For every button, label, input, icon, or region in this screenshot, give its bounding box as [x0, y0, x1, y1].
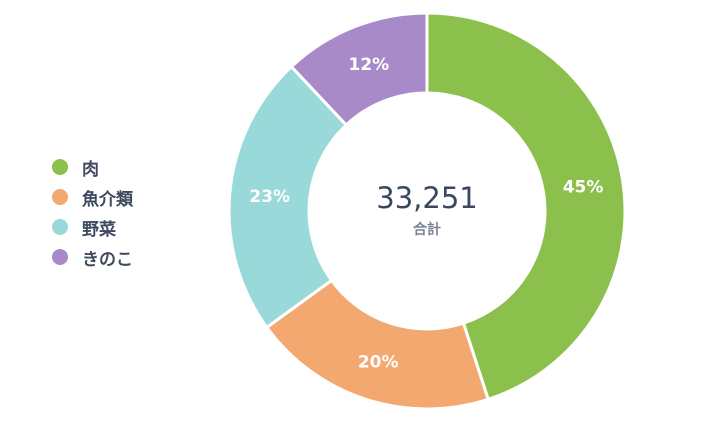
slice-seafood-percent-label: 20%	[358, 352, 399, 372]
legend-swatch	[52, 189, 68, 205]
legend-item-vegetables[interactable]: 野菜	[52, 212, 133, 242]
slice-meat-percent-label: 45%	[563, 177, 604, 197]
slice-seafood[interactable]	[264, 278, 491, 411]
slice-mushrooms[interactable]	[289, 11, 429, 128]
legend-label: 肉	[82, 159, 99, 180]
donut-slices	[227, 11, 627, 411]
slice-vegetables[interactable]	[227, 64, 349, 330]
legend-item-meat[interactable]: 肉	[52, 152, 133, 182]
legend-label: きのこ	[82, 249, 133, 270]
slice-meat[interactable]	[425, 11, 627, 402]
legend-swatch	[52, 219, 68, 235]
center-total-caption: 合計	[413, 221, 441, 238]
legend-item-seafood[interactable]: 魚介類	[52, 182, 133, 212]
slice-mushrooms-percent-label: 12%	[348, 55, 389, 75]
center-total-value: 33,251	[376, 181, 477, 215]
legend-item-mushrooms[interactable]: きのこ	[52, 242, 133, 272]
legend-label: 野菜	[82, 219, 116, 240]
legend-swatch	[52, 249, 68, 265]
slice-labels: 45% 20% 23% 12%	[249, 55, 603, 372]
legend-label: 魚介類	[82, 189, 133, 210]
legend: 肉 魚介類 野菜 きのこ	[52, 152, 133, 272]
slice-vegetables-percent-label: 23%	[249, 187, 290, 207]
legend-swatch	[52, 159, 68, 175]
